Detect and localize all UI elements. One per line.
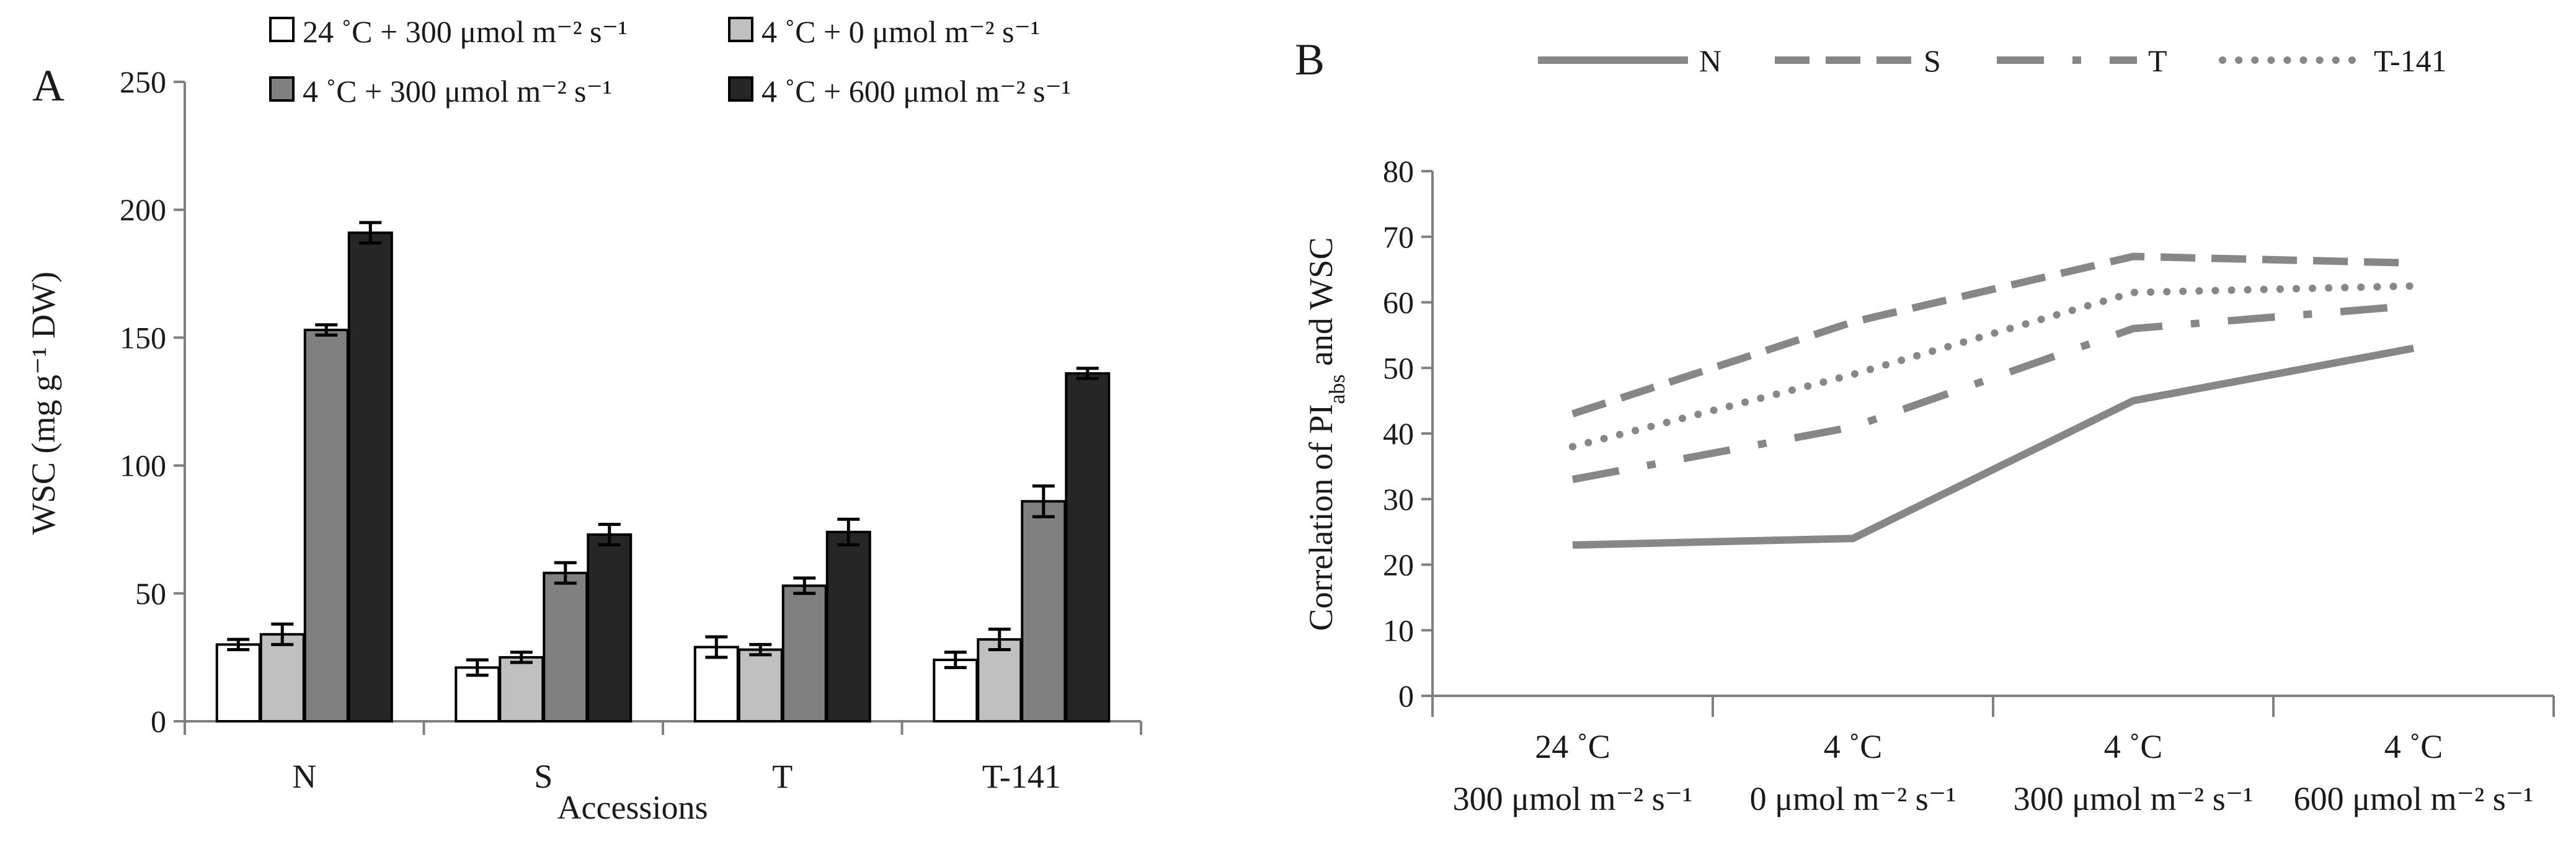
legend-swatch [728,76,753,102]
legend-swatch [269,76,295,102]
x-category-label-line1: 4 ˚C [2384,728,2443,765]
bar [303,329,349,723]
y-tick-label: 60 [1383,285,1414,320]
y-tick-label: 0 [1398,678,1414,713]
bar [499,656,544,723]
x-category-label-line2: 600 μmol m⁻² s⁻¹ [2294,780,2534,817]
legend-label: 4 ˚C + 600 μmol m⁻² s⁻¹ [762,74,1071,109]
y-tick-label: 20 [1383,548,1414,582]
y-tick-label: 50 [1383,350,1414,385]
x-category-label: N [292,758,316,795]
y-tick-label: 0 [151,704,166,739]
legend-label: T [2148,43,2167,78]
series-line-s [1571,252,2414,418]
x-category-label-line1: 24 ˚C [1535,728,1610,765]
legend-label: 4 ˚C + 300 μmol m⁻² s⁻¹ [303,74,612,109]
y-tick-label: 100 [120,448,166,483]
legend-swatch [269,17,295,42]
x-category-label-line1: 4 ˚C [2104,728,2163,765]
bar [347,231,393,723]
bar [1021,500,1067,723]
series-line-t [1571,301,2414,483]
series-line-t-141 [1569,282,2417,451]
bar [825,530,871,723]
bar [215,643,261,723]
y-tick-label: 30 [1383,482,1414,517]
x-category-label-line2: 300 μmol m⁻² s⁻¹ [2014,780,2254,817]
bar [1065,372,1111,723]
y-tick-label: 250 [120,64,166,99]
legend-label: 4 ˚C + 0 μmol m⁻² s⁻¹ [762,14,1040,49]
y-axis-title: Correlation of PIabs and WSC [1302,238,1349,631]
bar [259,633,305,723]
x-axis-title: Accessions [557,789,708,826]
bar [781,584,827,723]
y-tick-label: 40 [1383,416,1414,451]
bar [737,648,783,723]
bar [977,638,1023,723]
x-category-label: T [772,758,793,795]
legend-label: S [1924,43,1941,78]
line-chart-panel-b: B 0 10 20 30 40 50 60 70 80 24 ˚C 300 μmol m⁻² s⁻¹ 4… [1295,35,2555,817]
y-tick-label: 10 [1383,613,1414,647]
bar [587,533,633,723]
series-line-n [1572,344,2415,549]
legend-label: T-141 [2374,43,2447,78]
x-category-label: S [534,758,553,795]
bar-chart-panel-a: A 0 50 100 150 200 250 N S T T-141 Accessions WSC (m… [25,14,1142,826]
bar [543,571,588,723]
y-tick-label: 70 [1383,220,1414,254]
legend-label: N [1699,43,1721,78]
y-tick-label: 200 [120,192,166,227]
y-tick-label: 80 [1383,154,1414,189]
legend-label: 24 ˚C + 300 μmol m⁻² s⁻¹ [303,14,628,49]
panel-letter-b: B [1295,35,1325,84]
x-category-label-line2: 300 μmol m⁻² s⁻¹ [1453,780,1693,817]
panel-letter-a: A [32,61,64,110]
y-tick-label: 150 [120,320,166,355]
y-tick-label: 50 [135,576,166,611]
x-category-label-line2: 0 μmol m⁻² s⁻¹ [1750,780,1956,817]
y-axis-title: WSC (mg g⁻¹ DW) [25,272,62,535]
x-category-label-line1: 4 ˚C [1824,728,1883,765]
legend-swatch [728,17,753,42]
x-category-label: T-141 [982,758,1061,795]
